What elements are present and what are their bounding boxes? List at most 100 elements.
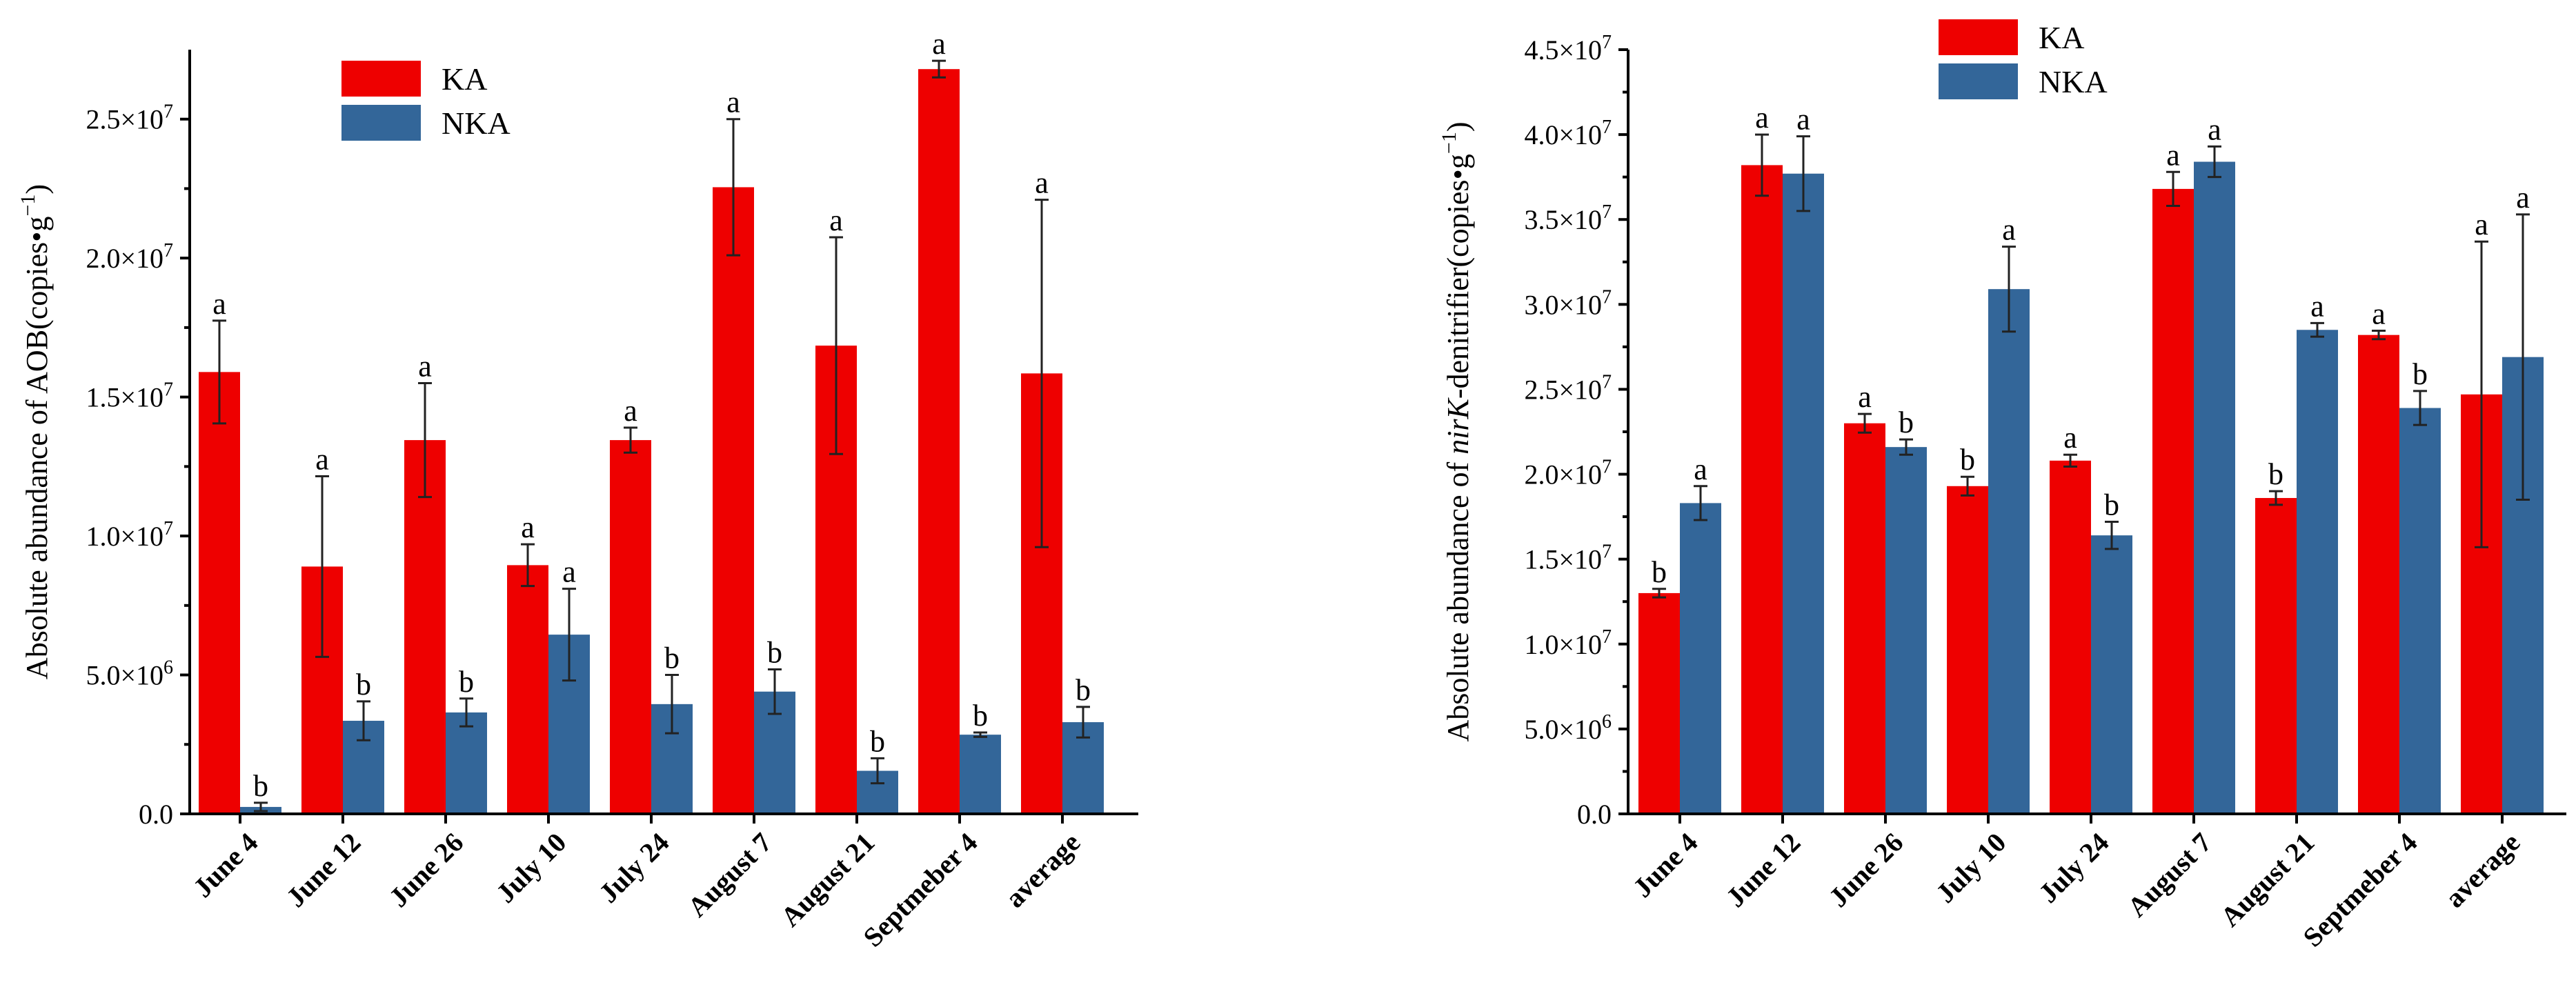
legend-label-ka: KA bbox=[2039, 20, 2084, 55]
significance-label-nka-5: b bbox=[664, 641, 680, 675]
error-bar-nka-6 bbox=[2208, 145, 2221, 179]
error-bar-ka-6 bbox=[2166, 170, 2180, 208]
y-tick-mantissa: 2.5×10 bbox=[86, 104, 164, 135]
error-bar-ka-2 bbox=[315, 475, 329, 658]
bar-nka-8 bbox=[2399, 408, 2441, 814]
y-tick-label-1: 5.0×106 bbox=[86, 657, 173, 691]
significance-label-nka-9: a bbox=[2516, 181, 2530, 215]
y-tick-mantissa: 4.0×10 bbox=[1524, 119, 1602, 150]
error-bar-ka-4 bbox=[521, 543, 535, 588]
significance-label-nka-7: b bbox=[870, 724, 885, 758]
legend: KA NKA bbox=[341, 61, 511, 141]
error-bar-nka-8 bbox=[973, 731, 987, 738]
y-tick-label-2: 1.0×107 bbox=[1524, 626, 1612, 660]
y-tick-label-6: 3.0×107 bbox=[1524, 286, 1612, 320]
y-tick-label-1: 5.0×106 bbox=[1524, 711, 1612, 745]
legend-label-nka: NKA bbox=[442, 106, 511, 141]
y-tick-mantissa: 0.0 bbox=[1577, 799, 1612, 830]
significance-label-nka-5: b bbox=[2104, 488, 2119, 521]
y-tick-exponent: 7 bbox=[1602, 201, 1612, 223]
y-tick-mantissa: 1.5×10 bbox=[86, 382, 164, 413]
y-tick-mantissa: 3.0×10 bbox=[1524, 289, 1602, 320]
bar-ka-1 bbox=[199, 372, 240, 814]
y-tick-label-3: 1.5×107 bbox=[86, 379, 173, 413]
error-bar-nka-1 bbox=[254, 801, 268, 812]
x-tick-label-3: June 26 bbox=[383, 827, 469, 913]
significance-label-ka-1: a bbox=[212, 287, 226, 321]
bar-ka-8 bbox=[918, 69, 960, 815]
significance-label-nka-8: b bbox=[973, 699, 988, 732]
bar-ka-2 bbox=[1741, 165, 1783, 815]
y-tick-exponent: 7 bbox=[1602, 541, 1612, 563]
error-bar-ka-6 bbox=[726, 118, 740, 257]
bar-nka-3 bbox=[446, 712, 487, 814]
y-tick-exponent: 7 bbox=[1602, 286, 1612, 308]
x-tick-label-1: June 4 bbox=[1627, 827, 1703, 904]
y-tick-exponent: 7 bbox=[164, 101, 173, 123]
legend-swatch-ka bbox=[1939, 19, 2018, 55]
y-tick-mantissa: 1.0×10 bbox=[1524, 629, 1602, 660]
error-bar-ka-7 bbox=[829, 236, 843, 455]
y-tick-label-0: 0.0 bbox=[139, 799, 173, 830]
y-axis-title-close: ) bbox=[20, 184, 54, 195]
error-bar-nka-9 bbox=[1076, 706, 1090, 739]
y-axis-title-close: ) bbox=[1441, 122, 1475, 132]
y-tick-mantissa: 1.5×10 bbox=[1524, 544, 1602, 575]
bar-nka-6 bbox=[2194, 161, 2235, 815]
significance-label-nka-1: b bbox=[253, 769, 268, 803]
legend-label-nka: NKA bbox=[2039, 64, 2108, 99]
legend-swatch-nka bbox=[341, 105, 421, 141]
y-tick-exponent: 7 bbox=[1602, 371, 1612, 392]
bar-ka-5 bbox=[610, 440, 651, 814]
y-tick-exponent: 7 bbox=[1602, 32, 1612, 53]
significance-label-nka-9: b bbox=[1076, 673, 1091, 707]
significance-label-ka-7: b bbox=[2268, 457, 2283, 491]
error-bar-nka-3 bbox=[1899, 438, 1913, 456]
y-tick-mantissa: 1.0×10 bbox=[86, 521, 164, 552]
error-bar-ka-1 bbox=[212, 319, 226, 425]
error-bar-ka-4 bbox=[1961, 475, 1974, 497]
significance-label-ka-8: a bbox=[2372, 297, 2386, 330]
bar-ka-5 bbox=[2050, 460, 2091, 814]
bar-ka-1 bbox=[1638, 592, 1680, 814]
error-bar-nka-8 bbox=[2413, 390, 2427, 426]
error-bar-nka-4 bbox=[2002, 246, 2016, 333]
significance-label-ka-4: b bbox=[1960, 443, 1975, 477]
y-tick-exponent: 7 bbox=[1602, 626, 1612, 648]
x-tick-label-7: August 21 bbox=[2215, 827, 2321, 933]
significance-label-ka-4: a bbox=[521, 510, 535, 544]
y-tick-mantissa: 2.5×10 bbox=[1524, 374, 1602, 405]
significance-label-nka-4: a bbox=[2002, 213, 2016, 247]
y-axis-title-text-2: -denitrifier(copies•g bbox=[1441, 154, 1475, 399]
x-tick-label-5: July 24 bbox=[2032, 827, 2114, 909]
y-tick-exponent: 6 bbox=[164, 657, 173, 679]
significance-label-ka-2: a bbox=[315, 442, 329, 476]
significance-label-ka-5: a bbox=[624, 394, 637, 428]
y-axis-title: Absolute abundance of AOB(copies•g−1) bbox=[17, 184, 54, 679]
error-bar-ka-9 bbox=[1035, 199, 1049, 548]
y-tick-label-4: 2.0×107 bbox=[86, 240, 173, 274]
y-tick-mantissa: 3.5×10 bbox=[1524, 204, 1602, 235]
error-bar-nka-2 bbox=[1796, 135, 1810, 212]
y-tick-label-2: 1.0×107 bbox=[86, 518, 173, 552]
error-bar-nka-2 bbox=[357, 700, 370, 741]
y-axis-title-text: Absolute abundance of AOB(copies•g bbox=[20, 216, 54, 679]
significance-label-nka-3: b bbox=[1899, 406, 1914, 439]
x-tick-label-6: August 7 bbox=[682, 827, 777, 923]
significance-label-ka-3: a bbox=[1858, 380, 1872, 414]
y-tick-label-7: 3.5×107 bbox=[1524, 201, 1612, 235]
error-bar-nka-7 bbox=[2310, 321, 2324, 338]
x-tick-label-2: June 12 bbox=[280, 827, 366, 913]
significance-label-nka-3: b bbox=[459, 665, 474, 699]
bar-ka-6 bbox=[713, 187, 754, 814]
y-tick-mantissa: 4.5×10 bbox=[1524, 34, 1602, 66]
significance-label-nka-2: b bbox=[356, 668, 371, 701]
error-bar-ka-9 bbox=[2475, 240, 2488, 548]
y-tick-label-0: 0.0 bbox=[1577, 799, 1612, 830]
bar-nka-4 bbox=[1988, 289, 2030, 814]
significance-label-ka-8: a bbox=[932, 27, 946, 61]
bar-nka-5 bbox=[2091, 535, 2132, 814]
error-bar-ka-2 bbox=[1755, 133, 1769, 197]
x-tick-label-2: June 12 bbox=[1720, 827, 1806, 913]
